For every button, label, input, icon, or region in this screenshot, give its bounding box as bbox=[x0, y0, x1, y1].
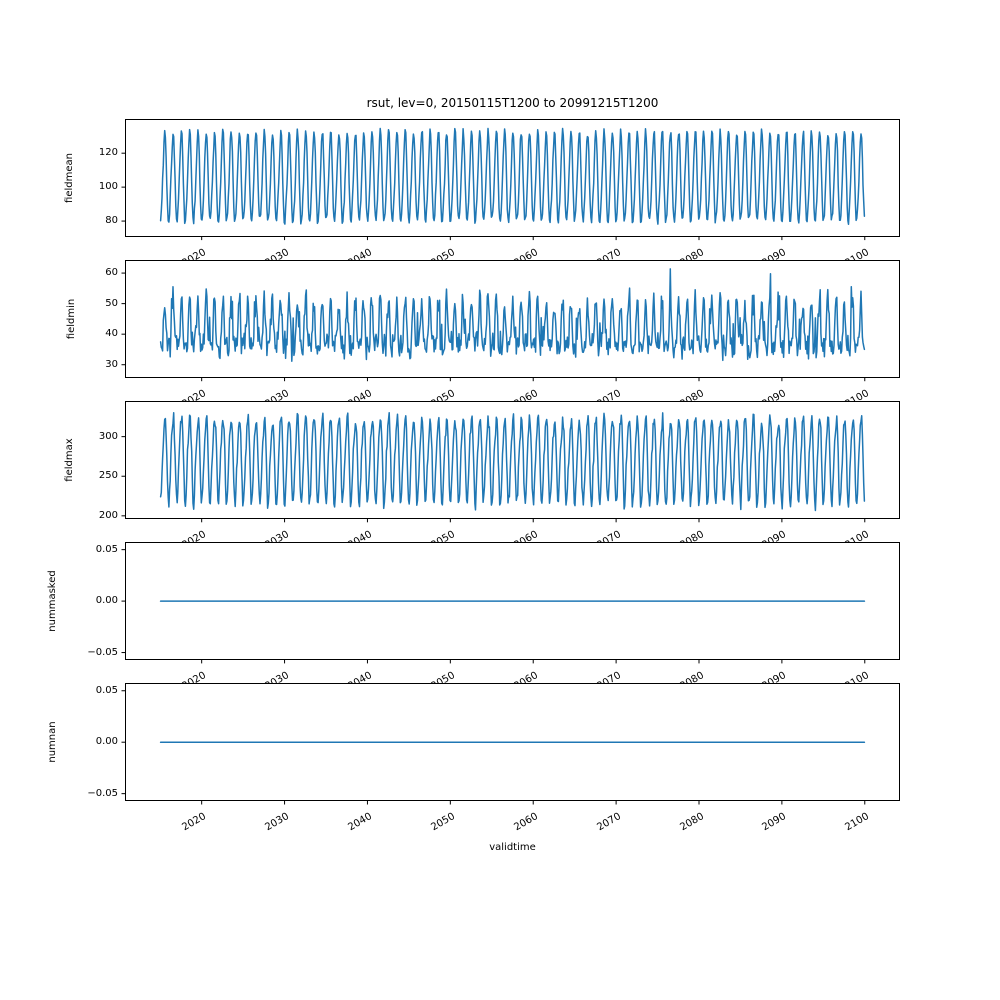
x-tick-label: 2030 bbox=[263, 811, 292, 834]
y-axis-label-fieldmean: fieldmean bbox=[64, 152, 75, 203]
y-axis-label-fieldmin: fieldmin bbox=[66, 298, 77, 340]
x-tick-label: 2100 bbox=[843, 669, 872, 684]
y-tick-label: 300 bbox=[98, 430, 118, 442]
x-tick-label: 2040 bbox=[346, 246, 374, 260]
x-tick-label: 2040 bbox=[346, 528, 374, 543]
x-tick-label: 2020 bbox=[180, 387, 209, 402]
x-tick-label: 2050 bbox=[429, 528, 457, 543]
y-tick-label: 0.05 bbox=[95, 684, 118, 696]
y-axis-label-nummasked: nummasked bbox=[47, 570, 58, 632]
x-tick-label: 2090 bbox=[760, 811, 789, 834]
x-tick-label: 2050 bbox=[429, 811, 457, 834]
y-tick-label: 40 bbox=[105, 328, 118, 340]
y-tick-label: 0.00 bbox=[95, 595, 118, 607]
y-tick-label: 50 bbox=[105, 297, 118, 309]
subplot-axes-fieldmean bbox=[125, 119, 900, 237]
x-tick-label: 2090 bbox=[760, 387, 789, 402]
xtick-label-band-4: 2020 2030 2040 2050 2060 2070 2080 2090 2100 bbox=[0, 660, 1000, 683]
x-tick-label: 2100 bbox=[843, 387, 872, 402]
y-tick-label: 60 bbox=[105, 267, 118, 279]
x-tick-label: 2030 bbox=[263, 246, 292, 260]
subplot-axes-nummasked bbox=[125, 542, 900, 660]
x-tick-label: 2100 bbox=[843, 528, 872, 543]
subplot-axes-numnan bbox=[125, 683, 900, 801]
x-tick-label: 2060 bbox=[512, 246, 540, 260]
x-tick-label: 2030 bbox=[263, 528, 292, 543]
x-tick-label: 2100 bbox=[843, 811, 872, 834]
x-tick-label: 2070 bbox=[595, 528, 623, 543]
subplot-axes-fieldmin bbox=[125, 260, 900, 378]
x-tick-label: 2080 bbox=[677, 246, 706, 260]
x-tick-label: 2060 bbox=[512, 387, 540, 402]
x-tick-label: 2090 bbox=[760, 669, 789, 684]
y-tick-label: 30 bbox=[105, 358, 118, 370]
x-tick-label: 2050 bbox=[429, 669, 457, 684]
x-tick-label: 2070 bbox=[595, 811, 623, 834]
xtick-label-band-3: 2020 2030 2040 2050 2060 2070 2080 2090 2100 bbox=[0, 519, 1000, 542]
x-tick-label: 2020 bbox=[180, 811, 209, 834]
y-tick-label: −0.05 bbox=[87, 787, 118, 799]
y-tick-label: 250 bbox=[98, 470, 118, 482]
y-tick-label: 120 bbox=[98, 147, 118, 159]
x-tick-label: 2070 bbox=[595, 669, 623, 684]
x-tick-label: 2050 bbox=[429, 246, 457, 260]
x-tick-label: 2080 bbox=[677, 811, 706, 834]
x-tick-label: 2080 bbox=[677, 387, 706, 402]
x-tick-label: 2060 bbox=[512, 669, 540, 684]
x-tick-label: 2080 bbox=[677, 528, 706, 543]
x-tick-label: 2020 bbox=[180, 246, 209, 260]
x-tick-label: 2060 bbox=[512, 811, 540, 834]
y-tick-label: 0.00 bbox=[95, 736, 118, 748]
y-tick-label: 100 bbox=[98, 181, 118, 193]
x-tick-label: 2090 bbox=[760, 246, 789, 260]
x-tick-label: 2060 bbox=[512, 528, 540, 543]
x-axis-label: validtime bbox=[489, 842, 536, 853]
x-tick-label: 2030 bbox=[263, 669, 292, 684]
y-axis-label-numnan: numnan bbox=[47, 721, 58, 763]
x-tick-label: 2020 bbox=[180, 528, 209, 543]
y-axis-label-fieldmax: fieldmax bbox=[64, 438, 75, 482]
x-tick-label: 2040 bbox=[346, 387, 374, 402]
x-tick-label: 2070 bbox=[595, 387, 623, 402]
x-tick-label: 2040 bbox=[346, 669, 374, 684]
y-tick-label: −0.05 bbox=[87, 646, 118, 658]
chart-title: rsut, lev=0, 20150115T1200 to 20991215T1… bbox=[366, 96, 659, 110]
x-tick-label: 2020 bbox=[180, 669, 209, 684]
x-tick-label: 2050 bbox=[429, 387, 457, 402]
x-tick-label: 2070 bbox=[595, 246, 623, 260]
x-tick-label: 2080 bbox=[677, 669, 706, 684]
xtick-label-band-2: 2020 2030 2040 2050 2060 2070 2080 2090 2100 bbox=[0, 378, 1000, 401]
x-tick-label: 2030 bbox=[263, 387, 292, 402]
xtick-label-band-bottom: 2020 2030 2040 2050 2060 2070 2080 2090 2100 bbox=[0, 801, 1000, 847]
x-tick-label: 2100 bbox=[843, 246, 872, 260]
xtick-label-band-1: 2020 2030 2040 2050 2060 2070 2080 2090 2100 bbox=[0, 237, 1000, 260]
y-tick-label: 80 bbox=[105, 215, 118, 227]
x-tick-label: 2090 bbox=[760, 528, 789, 543]
y-tick-label: 0.05 bbox=[95, 543, 118, 555]
x-tick-label: 2040 bbox=[346, 811, 374, 834]
subplot-axes-fieldmax bbox=[125, 401, 900, 519]
